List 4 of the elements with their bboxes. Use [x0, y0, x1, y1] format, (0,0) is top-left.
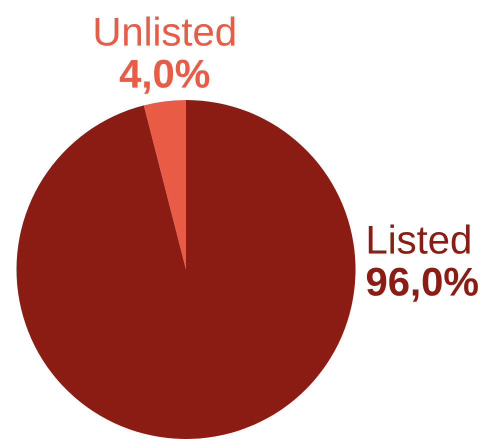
slice-label: Unlisted [92, 10, 238, 54]
data-label: 96,0% [366, 260, 479, 304]
slice-label: Listed [366, 218, 472, 262]
data-label: 4,0% [119, 52, 210, 96]
